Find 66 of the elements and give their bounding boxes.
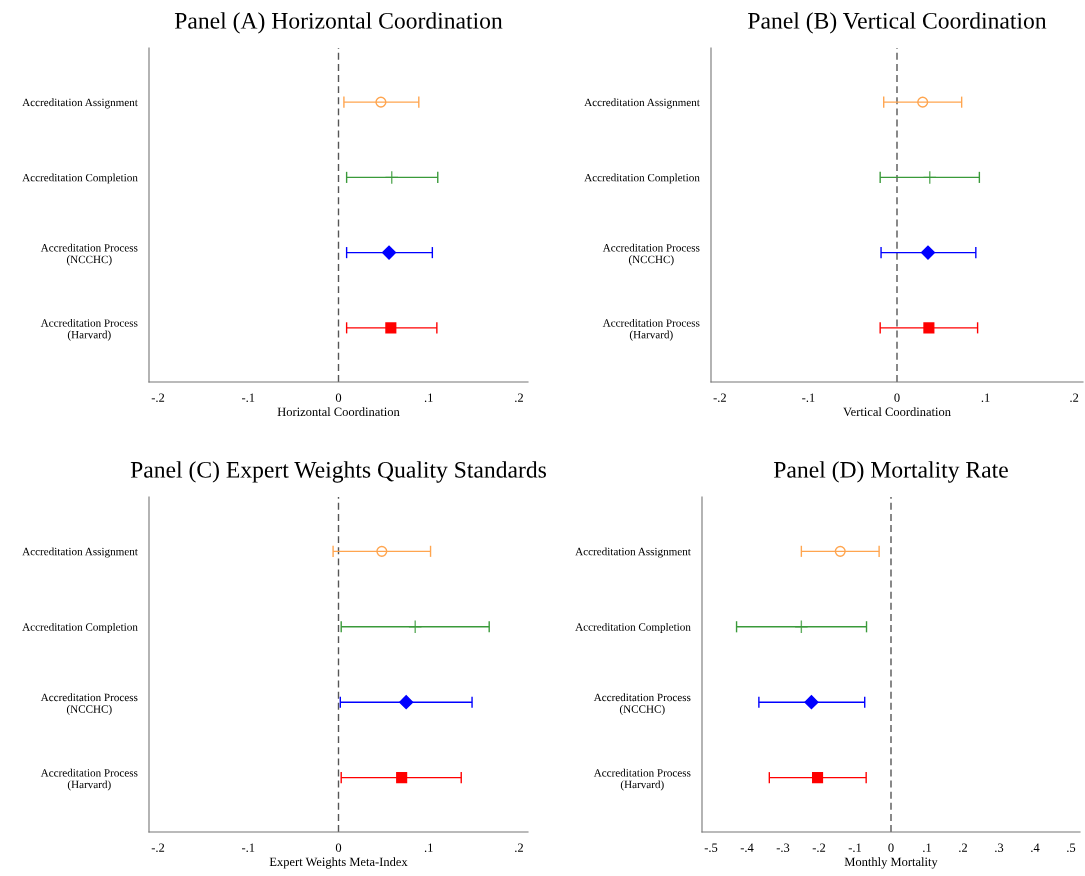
x-axis-title: Expert Weights Meta-Index [269, 857, 408, 869]
point [922, 170, 937, 185]
x-tick-label: .2 [1070, 393, 1079, 402]
point [917, 96, 929, 108]
x-tick-label: .2 [515, 393, 523, 402]
x-tick-label: -.4 [740, 843, 754, 852]
chart-title: Panel (D) Mortality Rate [773, 461, 1008, 483]
x-tick-label: -.1 [802, 393, 815, 402]
chart-title: Panel (C) Expert Weights Quality Standards [130, 461, 546, 483]
point [812, 772, 824, 784]
x-tick-label: -.1 [848, 843, 862, 852]
point [381, 245, 397, 260]
point [384, 170, 399, 185]
x-tick-label: .1 [424, 843, 433, 852]
point [923, 322, 935, 334]
x-tick-label: -.5 [704, 843, 718, 852]
x-tick-label: .3 [995, 843, 1004, 852]
y-tick-label: Accreditation Assignment [584, 98, 700, 109]
y-tick-label: Accreditation Completion [22, 622, 138, 633]
x-tick-label: .1 [981, 393, 990, 402]
point [804, 695, 819, 710]
point [375, 96, 387, 108]
point [408, 619, 423, 634]
x-tick-label: .2 [515, 843, 523, 852]
y-tick-label: Accreditation Assignment [575, 547, 691, 558]
y-tick-label: Accreditation Process (Harvard) [40, 768, 138, 791]
y-tick-label: Accreditation Process (NCCHC) [602, 243, 700, 266]
y-tick-label: Accreditation Completion [575, 622, 691, 633]
chart-title: Panel (B) Vertical Coordination [748, 12, 1047, 34]
y-tick-label: Accreditation Process (NCCHC) [593, 693, 691, 716]
x-tick-label: 0 [888, 843, 894, 852]
x-tick-label: -.1 [241, 393, 255, 402]
y-tick-label: Accreditation Assignment [22, 98, 138, 109]
x-tick-label: .1 [424, 393, 433, 402]
y-tick-label: Accreditation Assignment [22, 547, 138, 558]
x-tick-label: -.2 [713, 393, 726, 402]
y-tick-label: Accreditation Process (Harvard) [593, 768, 691, 791]
x-tick-label: .2 [959, 843, 967, 852]
point [794, 619, 809, 634]
x-tick-label: .1 [923, 843, 931, 852]
point [385, 322, 397, 334]
x-axis-title: Vertical Coordination [843, 407, 951, 417]
x-tick-label: -.2 [151, 393, 165, 402]
y-tick-label: Accreditation Process (NCCHC) [40, 243, 138, 266]
y-tick-label: Accreditation Process (Harvard) [40, 318, 138, 341]
x-tick-label: -.3 [776, 843, 790, 852]
x-tick-label: -.2 [812, 843, 826, 852]
x-tick-label: .5 [1067, 843, 1076, 852]
point [376, 545, 388, 557]
x-tick-label: .4 [1031, 843, 1040, 852]
y-tick-label: Accreditation Process (Harvard) [602, 318, 700, 341]
x-tick-label: 0 [894, 393, 900, 402]
y-tick-label: Accreditation Process (NCCHC) [40, 693, 138, 716]
chart-title: Panel (A) Horizontal Coordination [174, 12, 503, 34]
x-tick-label: -.1 [241, 843, 255, 852]
y-tick-label: Accreditation Completion [584, 173, 700, 184]
point [396, 772, 408, 784]
point [920, 245, 936, 260]
point [834, 545, 846, 557]
x-tick-label: 0 [335, 843, 342, 852]
x-axis-title: Monthly Mortality [844, 857, 938, 869]
x-tick-label: -.2 [151, 843, 165, 852]
y-tick-label: Accreditation Completion [22, 173, 138, 184]
point [399, 695, 414, 710]
x-tick-label: 0 [335, 393, 342, 402]
x-axis-title: Horizontal Coordination [277, 407, 400, 417]
